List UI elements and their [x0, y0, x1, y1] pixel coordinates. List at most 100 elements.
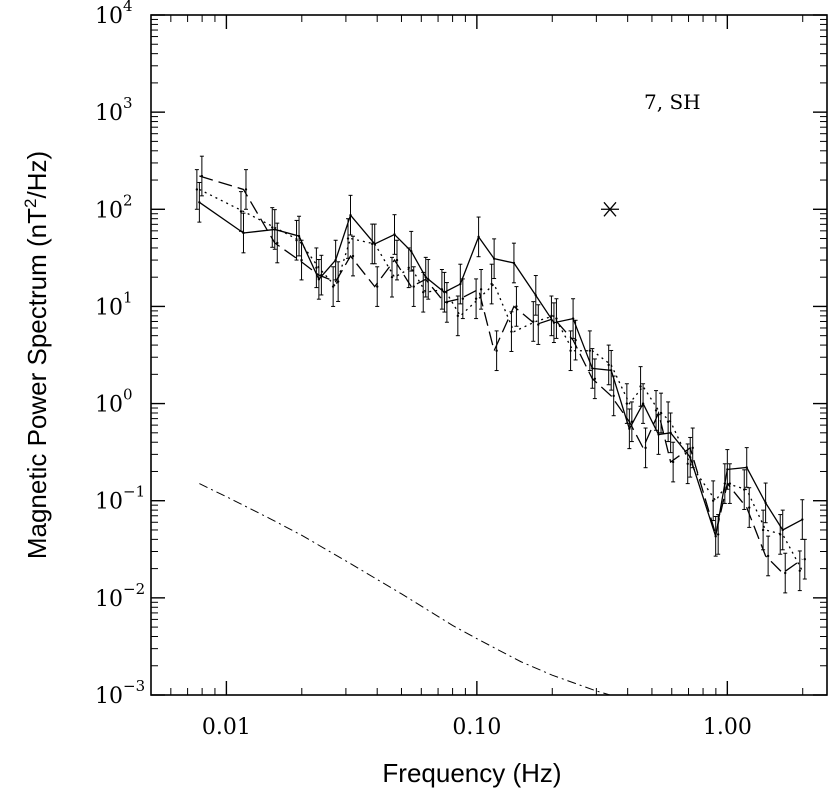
data-point: [764, 501, 767, 505]
data-point: [271, 226, 274, 229]
y-tick-label: 10−3: [95, 677, 145, 709]
y-tick-base: 10: [95, 490, 123, 515]
data-point: [689, 456, 692, 459]
data-point: [657, 433, 660, 436]
data-point: [728, 482, 732, 485]
data-point: [593, 377, 597, 380]
data-point: [803, 558, 807, 561]
series-layer: [194, 155, 807, 594]
y-tick-base: 10: [95, 295, 123, 320]
y-axis-title-exp: 2: [21, 199, 40, 208]
data-point: [242, 231, 245, 235]
data-point: [671, 460, 675, 464]
data-point: [479, 288, 483, 291]
y-tick-exp: 1: [123, 288, 133, 306]
data-point: [761, 528, 765, 532]
data-point: [443, 291, 446, 294]
data-point: [407, 266, 410, 269]
data-point: [654, 409, 658, 412]
data-point: [669, 431, 672, 435]
data-point: [779, 533, 782, 536]
data-point: [723, 482, 727, 485]
data-point: [510, 330, 513, 333]
y-axis-title-main: Magnetic Power Spectrum (nT: [22, 208, 52, 559]
y-tick-exp: −2: [123, 580, 145, 598]
data-point: [376, 285, 379, 288]
data-point: [588, 349, 592, 352]
data-point: [346, 237, 350, 240]
data-point: [424, 275, 427, 279]
y-tick-label: 101: [95, 288, 133, 320]
y-tick-label: 100: [95, 386, 133, 418]
data-point: [445, 301, 449, 304]
marker-layer: [600, 201, 619, 217]
data-point: [748, 506, 751, 509]
data-point: [781, 528, 784, 532]
data-point: [456, 314, 460, 318]
data-point: [244, 188, 248, 191]
data-point: [410, 250, 413, 253]
y-tick-exp: 4: [123, 0, 133, 15]
data-point: [639, 385, 642, 388]
data-point: [315, 266, 318, 269]
data-point: [555, 317, 558, 320]
data-point: [691, 446, 694, 450]
data-point: [477, 235, 480, 239]
data-point: [331, 285, 335, 288]
data-point: [195, 188, 199, 191]
x-axis-title: Frequency (Hz): [382, 758, 561, 788]
data-point: [515, 305, 518, 308]
series-dotted: [194, 169, 803, 592]
data-point: [273, 228, 276, 231]
data-point: [574, 338, 577, 342]
data-point: [798, 569, 802, 572]
data-point: [607, 363, 610, 367]
data-point: [745, 466, 748, 469]
data-point: [461, 297, 465, 300]
y-tick-exp: 3: [123, 94, 133, 112]
y-tick-base: 10: [95, 393, 123, 418]
asterisk-marker: [600, 201, 619, 217]
data-point: [200, 174, 204, 178]
series-line-dashed: [199, 175, 803, 574]
y-axis-title: Magnetic Power Spectrum (nT2/Hz): [21, 151, 52, 559]
y-tick-label: 10−1: [95, 483, 145, 515]
data-point: [801, 518, 804, 521]
data-point: [537, 323, 540, 326]
data-point: [644, 446, 647, 450]
model-curve-layer: [199, 483, 611, 696]
data-point: [550, 314, 553, 318]
data-point: [591, 367, 594, 370]
data-point: [427, 278, 430, 281]
data-point: [711, 499, 715, 502]
data-point: [422, 291, 425, 294]
data-point: [609, 369, 613, 372]
data-point: [349, 213, 352, 217]
y-tick-label: 10−2: [95, 580, 145, 612]
y-tick-base: 10: [95, 684, 123, 709]
y-tick-exp: 2: [123, 191, 133, 209]
data-point: [766, 554, 770, 558]
data-point: [686, 462, 689, 465]
data-point: [625, 402, 629, 405]
data-point: [628, 427, 631, 430]
data-point: [534, 294, 537, 297]
data-point: [743, 488, 746, 491]
data-point: [612, 394, 615, 398]
data-point: [492, 257, 496, 260]
data-point: [659, 411, 663, 415]
data-point: [334, 258, 337, 262]
axis-ticks: [150, 14, 827, 696]
asterisk-stroke: [603, 201, 617, 217]
data-point: [552, 321, 556, 324]
data-point: [336, 280, 340, 283]
data-point: [495, 349, 498, 352]
y-axis-title-rest: /Hz): [22, 151, 52, 199]
y-tick-base: 10: [95, 4, 123, 29]
data-point: [351, 254, 355, 258]
data-point: [571, 317, 575, 320]
annotation-label: 7, SH: [644, 90, 701, 114]
data-point: [641, 402, 645, 405]
